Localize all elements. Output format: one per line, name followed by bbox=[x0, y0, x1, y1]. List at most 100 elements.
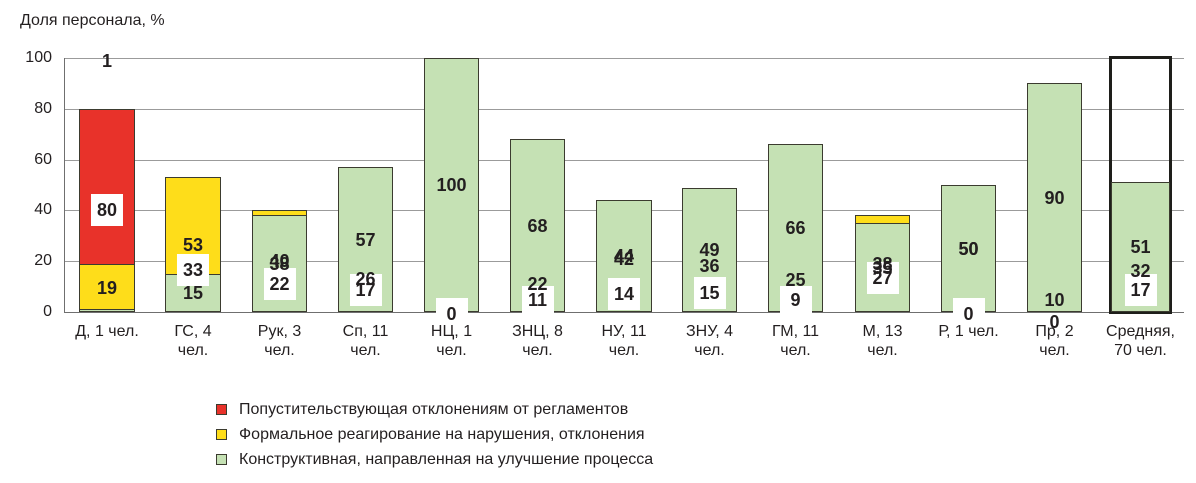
value-label: 57 bbox=[355, 229, 376, 250]
x-tick-line: ЗНУ, 4 bbox=[685, 323, 734, 340]
x-tick-line: Р, 1 чел. bbox=[938, 323, 999, 340]
legend-item-formal: Формальное реагирование на нарушения, от… bbox=[216, 422, 653, 447]
segment-green bbox=[768, 144, 823, 312]
y-tick-label: 40 bbox=[34, 201, 52, 219]
value-label: 22 bbox=[263, 268, 296, 301]
legend: Попустительствующая отклонениям от регла… bbox=[216, 397, 653, 472]
bar-11 bbox=[1027, 58, 1082, 312]
value-label: 50 bbox=[958, 238, 979, 259]
bar-10 bbox=[941, 58, 996, 312]
x-tick-line: 70 чел. bbox=[1114, 342, 1167, 359]
value-label: 15 bbox=[693, 276, 726, 309]
x-tick-label: Сп, 11 чел. bbox=[324, 322, 408, 360]
segment-green bbox=[941, 185, 996, 312]
x-tick-label: ГМ, 11 чел. bbox=[754, 322, 838, 360]
x-tick-label: Пр, 2 чел. bbox=[1013, 322, 1097, 360]
value-label: 26 bbox=[355, 268, 376, 289]
x-tick-label: ЗНЦ, 8 чел. bbox=[496, 322, 580, 360]
x-tick-label: Р, 1 чел. bbox=[927, 322, 1011, 341]
gridline bbox=[64, 159, 1184, 161]
y-tick-label: 0 bbox=[43, 303, 52, 320]
x-tick-line: чел. bbox=[350, 342, 381, 359]
value-label: 42 bbox=[613, 248, 635, 269]
x-tick-line: НЦ, 1 bbox=[430, 323, 473, 340]
y-tick-label: 80 bbox=[34, 99, 52, 117]
x-tick-label: Рук, 3 чел. bbox=[238, 322, 322, 360]
legend-swatch-red bbox=[216, 404, 227, 415]
x-tick-line: Д, 1 чел. bbox=[75, 323, 139, 340]
value-label: 0 bbox=[952, 298, 985, 330]
value-label: 0 bbox=[435, 298, 468, 330]
x-tick-label: НЦ, 1 чел. bbox=[410, 322, 494, 360]
x-tick-line: чел. bbox=[436, 342, 467, 359]
value-label: 27 bbox=[866, 261, 899, 294]
x-tick-line: чел. bbox=[608, 342, 640, 359]
gridline bbox=[64, 312, 1184, 313]
y-tick-label: 20 bbox=[34, 252, 52, 270]
value-label: 11 bbox=[521, 286, 554, 314]
legend-item-constructive: Конструктивная, направленная на улучшени… bbox=[216, 447, 653, 472]
x-tick-line: чел. bbox=[177, 342, 209, 359]
value-label: 15 bbox=[182, 282, 204, 303]
legend-swatch-green bbox=[216, 454, 227, 465]
value-label: 44 bbox=[613, 246, 635, 267]
value-label: 100 bbox=[436, 175, 467, 195]
x-tick-label: ГС, 4 чел. bbox=[151, 322, 235, 360]
x-tick-line: НУ, 11 bbox=[601, 323, 647, 340]
y-tick-label: 100 bbox=[25, 49, 52, 66]
x-tick-label: НУ, 11 чел. bbox=[582, 322, 666, 360]
x-tick-line: Пр, 2 bbox=[1035, 323, 1074, 340]
bar-7 bbox=[682, 58, 737, 312]
value-label: 80 bbox=[90, 194, 124, 227]
y-tick-label: 60 bbox=[34, 150, 52, 168]
value-label: 22 bbox=[527, 274, 548, 295]
value-label: 51 bbox=[1130, 237, 1151, 258]
y-axis-line bbox=[64, 58, 65, 312]
bar-0 bbox=[79, 58, 135, 312]
x-tick-line: чел. bbox=[264, 342, 295, 359]
x-tick-label: Средняя, 70 чел. bbox=[1099, 322, 1183, 360]
legend-label: Формальное реагирование на нарушения, от… bbox=[239, 425, 645, 443]
value-label: 38 bbox=[269, 253, 290, 274]
x-tick-line: Сп, 11 bbox=[342, 323, 389, 340]
value-label: 66 bbox=[785, 218, 806, 239]
x-tick-label: М, 13 чел. bbox=[841, 322, 925, 360]
gridline bbox=[64, 108, 1184, 110]
value-label: 14 bbox=[607, 278, 641, 311]
gridline bbox=[64, 58, 1184, 59]
legend-label: Попустительствующая отклонениям от регла… bbox=[239, 400, 629, 418]
value-label: 19 bbox=[96, 277, 118, 298]
segment-green bbox=[510, 139, 565, 312]
value-label: 49 bbox=[699, 239, 720, 260]
value-label: 25 bbox=[785, 270, 806, 291]
bar-6 bbox=[596, 58, 652, 312]
x-tick-line: Средняя, bbox=[1106, 323, 1175, 340]
x-tick-label: ЗНУ, 4 чел. bbox=[668, 322, 752, 360]
x-tick-line: чел. bbox=[694, 342, 725, 359]
value-label: 36 bbox=[699, 256, 720, 277]
segment-green bbox=[79, 309, 135, 312]
x-tick-label: Д, 1 чел. bbox=[65, 322, 149, 341]
value-label: 40 bbox=[269, 251, 290, 272]
legend-swatch-yellow bbox=[216, 429, 227, 440]
value-label: 1 bbox=[101, 51, 113, 71]
value-label: 17 bbox=[1124, 274, 1157, 307]
value-label: 10 bbox=[1044, 290, 1065, 310]
x-tick-line: чел. bbox=[780, 342, 811, 359]
x-tick-line: чел. bbox=[522, 342, 553, 359]
value-label: 50 bbox=[958, 238, 979, 259]
x-tick-line: ГС, 4 bbox=[174, 323, 212, 340]
x-tick-line: чел. bbox=[1039, 342, 1070, 359]
x-tick-line: ЗНЦ, 8 bbox=[512, 323, 563, 340]
x-tick-line: чел. bbox=[867, 342, 898, 359]
value-label: 53 bbox=[182, 234, 204, 255]
value-label: 90 bbox=[1044, 187, 1065, 208]
value-label: 32 bbox=[1130, 261, 1151, 282]
y-axis-title: Доля персонала, % bbox=[20, 12, 165, 29]
legend-item-lenient: Попустительствующая отклонениям от регла… bbox=[216, 397, 653, 422]
x-tick-line: ГМ, 11 bbox=[771, 323, 820, 340]
bar-4 bbox=[424, 58, 479, 312]
value-label: 35 bbox=[872, 257, 893, 278]
x-tick-line: Рук, 3 bbox=[257, 323, 302, 340]
